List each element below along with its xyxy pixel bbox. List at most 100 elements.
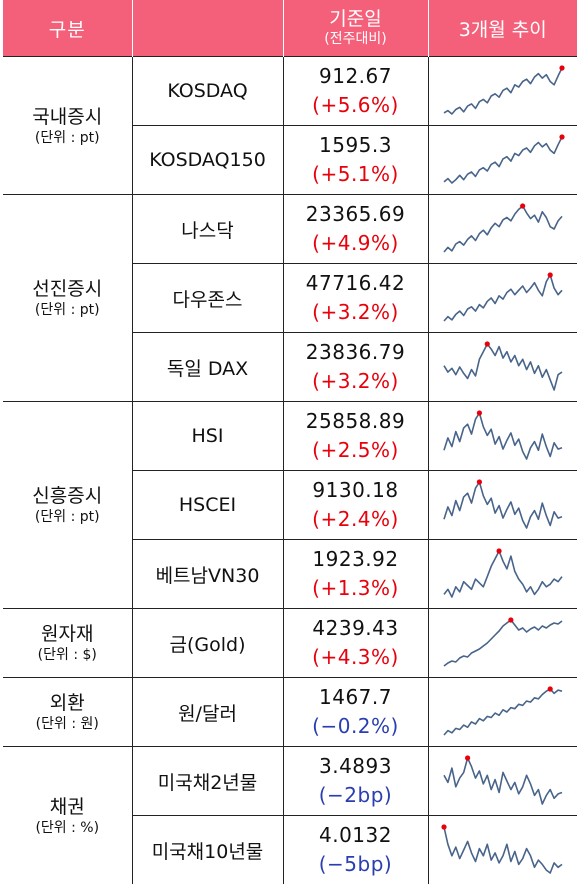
value-cell: 9130.18 (+2.4%) [283, 471, 428, 540]
sparkline-chart [439, 408, 567, 464]
trend-line [444, 413, 562, 459]
trend-line [444, 68, 562, 114]
value-number: 1595.3 [284, 131, 428, 159]
trend-peak-marker [559, 134, 564, 139]
item-name: 다우존스 [132, 264, 283, 333]
header-base-date-label: 기준일 [284, 8, 428, 30]
trend-peak-marker [559, 65, 564, 70]
value-change: (+1.3%) [284, 573, 428, 603]
value-cell: 47716.42 (+3.2%) [283, 264, 428, 333]
group-title: 신흥증시 [3, 484, 132, 508]
trend-line [444, 206, 562, 252]
sparkline-chart [439, 753, 567, 809]
table-row: 선진증시 (단위 : pt) 나스닥 23365.69 (+4.9%) [3, 195, 577, 264]
group-cell-domestic: 국내증시 (단위 : pt) [3, 57, 132, 195]
value-cell: 912.67 (+5.6%) [283, 57, 428, 126]
trend-cell [428, 816, 577, 884]
group-unit: (단위 : pt) [3, 301, 132, 319]
trend-line [444, 758, 562, 804]
trend-cell [428, 402, 577, 471]
group-title: 선진증시 [3, 277, 132, 301]
item-name: 나스닥 [132, 195, 283, 264]
group-cell-emerging: 신흥증시 (단위 : pt) [3, 402, 132, 609]
group-title: 국내증시 [3, 105, 132, 129]
trend-peak-marker [484, 341, 489, 346]
item-name: 베트남VN30 [132, 540, 283, 609]
trend-peak-marker [520, 203, 525, 208]
table-row: 원자재 (단위 : $) 금(Gold) 4239.43 (+4.3%) [3, 609, 577, 678]
value-number: 4239.43 [284, 614, 428, 642]
value-change: (−2bp) [284, 780, 428, 810]
group-unit: (단위 : %) [3, 819, 132, 837]
value-change: (+4.9%) [284, 228, 428, 258]
trend-cell [428, 747, 577, 816]
value-number: 47716.42 [284, 269, 428, 297]
trend-cell [428, 264, 577, 333]
trend-cell [428, 678, 577, 747]
trend-cell [428, 126, 577, 195]
sparkline-chart [439, 615, 567, 671]
sparkline-chart [439, 822, 567, 878]
value-change: (−0.2%) [284, 711, 428, 741]
sparkline-chart [439, 201, 567, 257]
trend-peak-marker [547, 686, 552, 691]
trend-peak-marker [508, 617, 513, 622]
trend-peak-marker [441, 824, 446, 829]
item-name: 미국채10년물 [132, 816, 283, 884]
trend-line [444, 620, 562, 666]
sparkline-chart [439, 477, 567, 533]
group-unit: (단위 : pt) [3, 129, 132, 147]
group-cell-developed: 선진증시 (단위 : pt) [3, 195, 132, 402]
group-title: 원자재 [3, 622, 132, 646]
sparkline-chart [439, 132, 567, 188]
value-cell: 1467.7 (−0.2%) [283, 678, 428, 747]
value-change: (−5bp) [284, 849, 428, 879]
value-number: 23836.79 [284, 338, 428, 366]
value-number: 23365.69 [284, 200, 428, 228]
value-cell: 1923.92 (+1.3%) [283, 540, 428, 609]
item-name: KOSDAQ150 [132, 126, 283, 195]
value-cell: 25858.89 (+2.5%) [283, 402, 428, 471]
value-cell: 4239.43 (+4.3%) [283, 609, 428, 678]
value-number: 9130.18 [284, 476, 428, 504]
value-change: (+2.4%) [284, 504, 428, 534]
sparkline-chart [439, 546, 567, 602]
value-cell: 3.4893 (−2bp) [283, 747, 428, 816]
value-change: (+3.2%) [284, 297, 428, 327]
value-number: 25858.89 [284, 407, 428, 435]
group-cell-fx: 외환 (단위 : 원) [3, 678, 132, 747]
group-cell-bond: 채권 (단위 : %) [3, 747, 132, 884]
trend-cell [428, 540, 577, 609]
header-category-blank [132, 0, 283, 57]
value-number: 1467.7 [284, 683, 428, 711]
table-row: 국내증시 (단위 : pt) KOSDAQ 912.67 (+5.6%) [3, 57, 577, 126]
trend-line [444, 827, 562, 873]
item-name: HSCEI [132, 471, 283, 540]
trend-cell [428, 195, 577, 264]
header-row: 구분 기준일 (전주대비) 3개월 추이 [3, 0, 577, 57]
group-unit: (단위 : $) [3, 646, 132, 664]
trend-line [444, 689, 562, 735]
table-row: 외환 (단위 : 원) 원/달러 1467.7 (−0.2%) [3, 678, 577, 747]
value-cell: 23836.79 (+3.2%) [283, 333, 428, 402]
item-name: 금(Gold) [132, 609, 283, 678]
sparkline-chart [439, 339, 567, 395]
group-title: 외환 [3, 691, 132, 715]
sparkline-chart [439, 270, 567, 326]
trend-peak-marker [477, 410, 482, 415]
value-cell: 4.0132 (−5bp) [283, 816, 428, 884]
item-name: KOSDAQ [132, 57, 283, 126]
value-number: 912.67 [284, 62, 428, 90]
value-number: 4.0132 [284, 821, 428, 849]
market-summary-table: 구분 기준일 (전주대비) 3개월 추이 국내증시 (단위 : pt) KOSD… [3, 0, 577, 884]
value-change: (+3.2%) [284, 366, 428, 396]
trend-line [444, 275, 562, 321]
trend-line [444, 551, 562, 597]
header-category: 구분 [3, 0, 132, 57]
value-change: (+5.1%) [284, 159, 428, 189]
trend-peak-marker [477, 479, 482, 484]
header-base-date: 기준일 (전주대비) [283, 0, 428, 57]
sparkline-chart [439, 684, 567, 740]
table-row: 채권 (단위 : %) 미국채2년물 3.4893 (−2bp) [3, 747, 577, 816]
group-cell-commodity: 원자재 (단위 : $) [3, 609, 132, 678]
